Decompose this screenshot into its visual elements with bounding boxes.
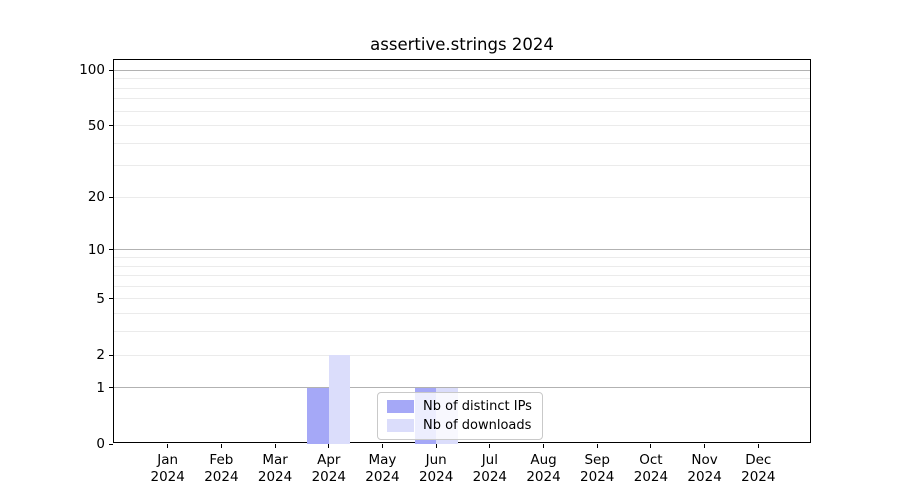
y-tick-label: 20	[87, 189, 105, 206]
x-tick-mark	[757, 444, 759, 448]
x-tick-mark	[167, 444, 169, 448]
x-tick-mark	[543, 444, 545, 448]
y-tick-label: 2	[96, 347, 105, 363]
x-tick-mark	[381, 444, 383, 448]
minor-gridline	[114, 98, 810, 100]
y-tick-mark	[109, 443, 113, 445]
minor-gridline	[114, 285, 810, 287]
minor-gridline	[114, 87, 810, 89]
x-tick-label: Sep 2024	[580, 452, 615, 485]
minor-gridline	[114, 256, 810, 258]
minor-gridline	[114, 196, 810, 198]
minor-gridline	[114, 354, 810, 356]
legend-label: Nb of downloads	[423, 418, 532, 433]
minor-gridline	[114, 275, 810, 277]
major-gridline	[114, 69, 810, 71]
y-tick-mark	[109, 196, 113, 198]
legend: Nb of distinct IPs Nb of downloads	[377, 392, 543, 440]
x-tick-mark	[650, 444, 652, 448]
legend-row: Nb of distinct IPs	[387, 399, 532, 414]
major-gridline	[114, 387, 810, 389]
major-gridline	[114, 249, 810, 251]
bar-nb-of-downloads-apr	[328, 355, 351, 444]
legend-swatch-nb-of-distinct-ips	[387, 400, 414, 413]
minor-gridline	[114, 110, 810, 112]
x-tick-label: May 2024	[365, 452, 400, 485]
x-tick-label: Feb 2024	[204, 452, 239, 485]
y-tick-mark	[109, 387, 113, 389]
minor-gridline	[114, 331, 810, 333]
plot-area: 0 1 2 5 10 20 50 100 Jan 2024 Feb 2024 Mar 2024 Apr…	[79, 59, 811, 485]
x-tick-label: Jun 2024	[418, 452, 454, 485]
x-tick-label: Jan 2024	[150, 452, 185, 485]
x-tick-label: Aug 2024	[526, 452, 561, 485]
x-tick-mark	[274, 444, 276, 448]
y-tick-label: 5	[96, 290, 105, 307]
y-tick-mark	[109, 125, 113, 126]
minor-gridline	[114, 298, 810, 300]
x-tick-mark	[704, 444, 706, 448]
x-tick-label: Apr 2024	[311, 452, 346, 485]
x-tick-mark	[435, 444, 437, 448]
y-tick-label: 1	[96, 379, 105, 396]
minor-gridline	[114, 78, 810, 80]
x-tick-label: Nov 2024	[687, 452, 722, 485]
y-tick-mark	[109, 298, 113, 300]
x-tick-label: Jul 2024	[472, 452, 508, 485]
minor-gridline	[114, 165, 810, 167]
legend-row: Nb of downloads	[387, 418, 532, 433]
y-tick-label: 0	[96, 436, 105, 452]
x-tick-mark	[328, 444, 330, 448]
chart-title: assertive.strings 2024	[370, 35, 554, 54]
x-tick-label: Oct 2024	[633, 452, 669, 485]
y-tick-mark	[109, 69, 113, 71]
y-tick-label: 100	[79, 62, 105, 79]
minor-gridline	[114, 265, 810, 267]
x-tick-label: Dec 2024	[741, 452, 776, 485]
y-tick-mark	[109, 354, 113, 356]
minor-gridline	[114, 125, 810, 126]
x-tick-mark	[596, 444, 598, 448]
legend-swatch-nb-of-downloads	[387, 419, 414, 432]
y-tick-label: 10	[87, 241, 105, 258]
y-tick-label: 50	[87, 117, 105, 134]
y-tick-mark	[109, 249, 113, 251]
x-tick-mark	[489, 444, 491, 448]
bar-nb-of-distinct-ips-apr	[307, 387, 329, 444]
x-tick-label: Mar 2024	[257, 452, 293, 485]
legend-label: Nb of distinct IPs	[423, 399, 532, 414]
x-tick-mark	[220, 444, 222, 448]
minor-gridline	[114, 142, 810, 144]
minor-gridline	[114, 313, 810, 315]
